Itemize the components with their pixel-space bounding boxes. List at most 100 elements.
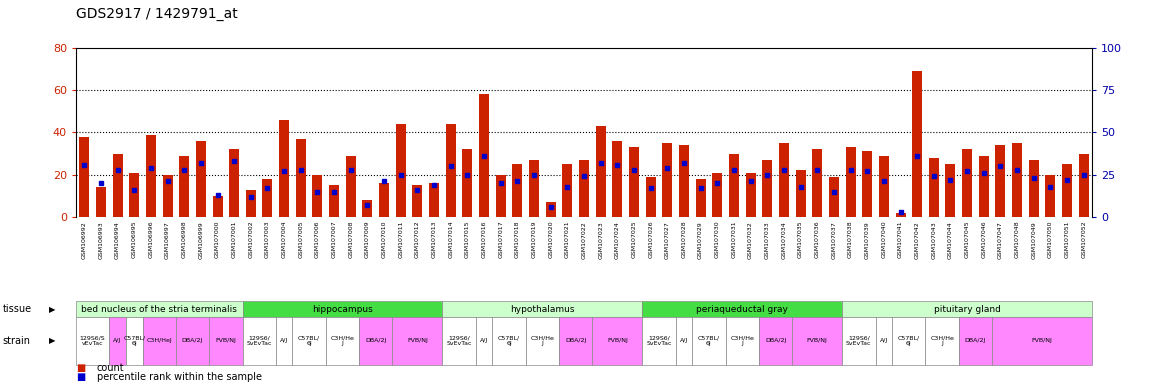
Bar: [446, 124, 456, 217]
Text: GSM107049: GSM107049: [1031, 221, 1036, 258]
Text: GSM107030: GSM107030: [715, 221, 719, 258]
Bar: [878, 156, 889, 217]
Text: 129S6/
SvEvTac: 129S6/ SvEvTac: [246, 335, 272, 346]
Bar: [612, 141, 623, 217]
Bar: [630, 147, 639, 217]
Text: GSM107040: GSM107040: [882, 221, 887, 258]
Text: GSM107025: GSM107025: [632, 221, 637, 258]
Text: bed nucleus of the stria terminalis: bed nucleus of the stria terminalis: [82, 305, 237, 314]
Bar: [146, 135, 155, 217]
Text: GSM107011: GSM107011: [398, 221, 403, 258]
Text: GSM107007: GSM107007: [332, 221, 336, 258]
Text: periaqueductal gray: periaqueductal gray: [696, 305, 788, 314]
Bar: [896, 213, 905, 217]
Text: hippocampus: hippocampus: [312, 305, 373, 314]
Bar: [579, 160, 589, 217]
Text: A/J: A/J: [880, 338, 888, 343]
Text: pituitary gland: pituitary gland: [933, 305, 1001, 314]
Bar: [596, 126, 606, 217]
Text: GSM107034: GSM107034: [781, 221, 786, 258]
Bar: [662, 143, 673, 217]
Text: GSM106995: GSM106995: [132, 221, 137, 258]
Bar: [712, 173, 722, 217]
Text: GSM107029: GSM107029: [698, 221, 703, 258]
Bar: [429, 183, 439, 217]
Bar: [396, 124, 405, 217]
Text: GSM107004: GSM107004: [281, 221, 286, 258]
Bar: [562, 164, 572, 217]
Text: DBA/2J: DBA/2J: [765, 338, 786, 343]
Text: GSM106998: GSM106998: [182, 221, 187, 258]
Text: GDS2917 / 1429791_at: GDS2917 / 1429791_at: [76, 7, 237, 21]
Bar: [162, 175, 173, 217]
Bar: [179, 156, 189, 217]
Bar: [745, 173, 756, 217]
Text: GSM107044: GSM107044: [948, 221, 953, 258]
Text: 129S6/S
vEvTac: 129S6/S vEvTac: [79, 335, 105, 346]
Text: GSM107020: GSM107020: [548, 221, 554, 258]
Text: 129S6/
SvEvTac: 129S6/ SvEvTac: [846, 335, 871, 346]
Text: GSM107032: GSM107032: [748, 221, 753, 258]
Text: GSM107028: GSM107028: [681, 221, 687, 258]
Text: tissue: tissue: [2, 304, 32, 314]
Text: C3H/He
J: C3H/He J: [930, 335, 954, 346]
Bar: [479, 94, 489, 217]
Text: GSM107012: GSM107012: [415, 221, 420, 258]
Text: FVB/NJ: FVB/NJ: [807, 338, 828, 343]
Bar: [1045, 175, 1056, 217]
Text: percentile rank within the sample: percentile rank within the sample: [97, 372, 262, 382]
Text: GSM107000: GSM107000: [215, 221, 220, 258]
Text: GSM107024: GSM107024: [614, 221, 620, 258]
Text: GSM106994: GSM106994: [116, 221, 120, 258]
Text: GSM107039: GSM107039: [864, 221, 870, 258]
Bar: [79, 137, 89, 217]
Text: ▶: ▶: [49, 305, 56, 314]
Text: GSM106993: GSM106993: [98, 221, 104, 258]
Text: GSM107002: GSM107002: [249, 221, 253, 258]
Bar: [529, 160, 538, 217]
Bar: [979, 156, 989, 217]
Text: GSM107014: GSM107014: [449, 221, 453, 258]
Text: C57BL/
6J: C57BL/ 6J: [123, 335, 145, 346]
Text: FVB/NJ: FVB/NJ: [215, 338, 236, 343]
Text: GSM107035: GSM107035: [798, 221, 804, 258]
Bar: [196, 141, 206, 217]
Text: GSM107017: GSM107017: [499, 221, 503, 258]
Text: DBA/2J: DBA/2J: [366, 338, 387, 343]
Text: GSM107026: GSM107026: [648, 221, 653, 258]
Text: DBA/2J: DBA/2J: [182, 338, 203, 343]
Bar: [779, 143, 788, 217]
Text: GSM106997: GSM106997: [165, 221, 171, 258]
Bar: [513, 164, 522, 217]
Bar: [130, 173, 139, 217]
Text: hypothalamus: hypothalamus: [510, 305, 575, 314]
Text: GSM107050: GSM107050: [1048, 221, 1052, 258]
Bar: [729, 154, 739, 217]
Bar: [646, 177, 655, 217]
Text: C57BL/
6J: C57BL/ 6J: [697, 335, 719, 346]
Text: GSM107047: GSM107047: [997, 221, 1003, 258]
Text: FVB/NJ: FVB/NJ: [1031, 338, 1052, 343]
Text: GSM107018: GSM107018: [515, 221, 520, 258]
Text: A/J: A/J: [480, 338, 488, 343]
Bar: [945, 164, 955, 217]
Text: GSM107008: GSM107008: [348, 221, 353, 258]
Text: GSM107048: GSM107048: [1015, 221, 1020, 258]
Text: C57BL/
6J: C57BL/ 6J: [898, 335, 920, 346]
Text: GSM107023: GSM107023: [598, 221, 603, 258]
Text: GSM107021: GSM107021: [565, 221, 570, 258]
Text: GSM107051: GSM107051: [1064, 221, 1070, 258]
Bar: [545, 202, 556, 217]
Text: ■: ■: [76, 363, 85, 373]
Bar: [1029, 160, 1038, 217]
Text: GSM107016: GSM107016: [481, 221, 487, 258]
Bar: [1013, 143, 1022, 217]
Text: GSM106999: GSM106999: [199, 221, 203, 258]
Text: C3H/HeJ: C3H/HeJ: [146, 338, 172, 343]
Bar: [412, 185, 423, 217]
Bar: [829, 177, 839, 217]
Text: GSM107001: GSM107001: [231, 221, 237, 258]
Text: GSM107005: GSM107005: [298, 221, 304, 258]
Text: strain: strain: [2, 336, 30, 346]
Text: C57BL/
6J: C57BL/ 6J: [498, 335, 520, 346]
